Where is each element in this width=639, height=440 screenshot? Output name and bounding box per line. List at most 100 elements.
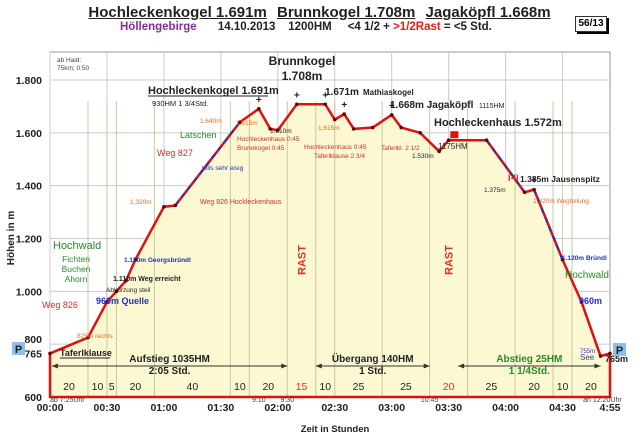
icy-note: teils sehr eisig xyxy=(202,165,244,172)
alt-825: 825m rechts xyxy=(77,333,114,340)
y-tick-label: 600 xyxy=(24,392,42,404)
waypoint-marker xyxy=(484,138,489,143)
peak-label-brunnkogel: Brunnkogel xyxy=(269,54,336,68)
alt-960-descent: 960m xyxy=(579,296,602,306)
waypoint-marker xyxy=(133,257,138,262)
waypoint-marker xyxy=(560,257,565,262)
clock-time: 9:30 xyxy=(280,397,294,404)
waypoint-marker xyxy=(522,190,527,195)
peak-label-mathiaskogel: 1.671m xyxy=(325,87,359,98)
x-tick-label: 04:00 xyxy=(492,402,519,414)
rest-label: RAST xyxy=(444,245,456,275)
profile-fill xyxy=(50,101,610,397)
alt-1320: 1.320m xyxy=(130,199,152,206)
waypoint-marker xyxy=(532,187,536,192)
tree-type: Buchen xyxy=(62,264,91,274)
waypoint-marker xyxy=(418,131,422,135)
leg-minutes: 20 xyxy=(63,381,75,393)
x-tick-label: 02:30 xyxy=(321,402,348,414)
vegetation-latschen: Latschen xyxy=(180,130,217,140)
icy-section xyxy=(174,121,241,207)
chart-title: Hochleckenkogel 1.691m Brunnkogel 1.708m… xyxy=(0,4,639,21)
alt-1375: 1.375m xyxy=(484,187,506,194)
waypoint-marker xyxy=(332,117,337,122)
hm-1115: 1115HM xyxy=(479,103,505,110)
title-peak-2: Brunnkogel 1.708m xyxy=(276,4,416,21)
time-part1: <4 1/2 + xyxy=(347,21,394,33)
waypoint-marker xyxy=(124,278,128,283)
note-origin: ab Haid: xyxy=(57,57,81,64)
y-tick-label: 1.600 xyxy=(16,128,42,140)
leg-minutes: 20 xyxy=(130,381,142,393)
trail-reached: 1.110m Weg erreicht xyxy=(113,276,181,283)
time-rast: >1/2Rast xyxy=(393,21,441,33)
waypoint-marker xyxy=(370,125,375,130)
icy-section xyxy=(533,189,564,261)
tour-number-badge: 56/13 xyxy=(575,16,607,32)
y-tick-label: 765 xyxy=(24,348,42,360)
waypoint-marker xyxy=(86,335,90,340)
chart-dynamic: 600 765 800 1.000 1.200 1.400 1.600 1.800 00:00 0… xyxy=(6,54,628,435)
x-tick-label: 03:00 xyxy=(378,402,405,414)
waypoint-marker xyxy=(48,351,52,356)
icy-section xyxy=(485,139,526,193)
time-part2: = <5 Std. xyxy=(440,21,492,33)
waypoint-marker xyxy=(437,149,441,154)
leg-minutes: 20 xyxy=(585,381,597,393)
peak-label-mathiaskogel-name: Mathiaskogel xyxy=(363,88,414,97)
parking-icon xyxy=(613,343,626,356)
alt-1615: 1.615m xyxy=(318,125,340,132)
sign-text: Brunnkogel 0:45 xyxy=(237,145,285,152)
waypoint-marker xyxy=(257,106,261,111)
leg-minutes: 25 xyxy=(353,381,365,393)
waypoint-marker xyxy=(608,351,612,356)
segment-name: Übergang 140HM xyxy=(332,352,414,365)
y-axis-label: Höhen in m xyxy=(6,211,17,266)
rest-label: RAST xyxy=(297,245,309,275)
leg-minutes: 25 xyxy=(486,381,498,393)
hm-1175: 1175HM xyxy=(438,142,468,151)
trail-weg-827: Weg 827 xyxy=(157,148,193,158)
summit-cross-icon: + xyxy=(322,90,328,101)
chart-subtitle: Höllengebirge 14.10.2013 1200HM <4 1/2 +… xyxy=(120,21,492,33)
waypoint-marker xyxy=(162,205,166,209)
waypoint-marker xyxy=(399,125,403,130)
parking-label: P xyxy=(616,345,623,357)
leg-minutes: 20 xyxy=(262,381,274,393)
trail-weg-826: Weg 826 xyxy=(42,300,78,310)
hut-label-hochleckenhaus: Hochleckenhaus 1.572m xyxy=(434,117,562,129)
spring-georgsbruendl: 1.120m Georgsbründl xyxy=(124,257,191,264)
leg-minutes: 10 xyxy=(319,381,331,393)
summit-cross-icon: + xyxy=(294,90,300,101)
x-tick-label: 04:30 xyxy=(549,402,576,414)
sign-text: Hochleckenhaus 0:45 xyxy=(237,136,300,143)
leg-minutes: 40 xyxy=(187,381,199,393)
alt-1610: 1.610m xyxy=(270,128,292,135)
waypoint-marker xyxy=(275,128,280,132)
forest-label-right: Hochwald xyxy=(565,270,609,281)
summit-cross-icon: + xyxy=(341,100,347,111)
waypoint-marker xyxy=(268,127,273,131)
waypoint-marker xyxy=(238,120,242,125)
segment-name: Abstieg 25HM xyxy=(496,354,562,365)
clock-time: 9:10 xyxy=(252,397,266,404)
x-tick-label: 00:00 xyxy=(37,402,64,414)
segment-duration: 1 Std. xyxy=(359,366,386,377)
y-tick-label: 1.200 xyxy=(16,234,42,246)
summit-cross-icon: + xyxy=(256,95,262,106)
waypoint-marker xyxy=(114,289,119,294)
hut-icon xyxy=(450,131,459,139)
y-tick-label: 1.000 xyxy=(16,286,42,298)
leg-minutes: 10 xyxy=(92,381,104,393)
region-label: Höllengebirge xyxy=(120,21,197,33)
x-tick-label: 01:30 xyxy=(207,402,234,414)
segment-duration: 1 1/4Std. xyxy=(509,366,550,377)
date-label: 14.10.2013 xyxy=(217,21,276,33)
end-time: an 12:20Uhr xyxy=(583,397,622,404)
leg-minutes: 10 xyxy=(557,381,569,393)
peak-label-hochleckenkogel: Hochleckenkogel 1.691m xyxy=(148,85,279,97)
x-tick-label: 03:30 xyxy=(435,402,462,414)
tree-type: Fichten xyxy=(62,254,90,264)
parking-label: P xyxy=(15,344,22,356)
waypoint-marker xyxy=(579,300,584,304)
